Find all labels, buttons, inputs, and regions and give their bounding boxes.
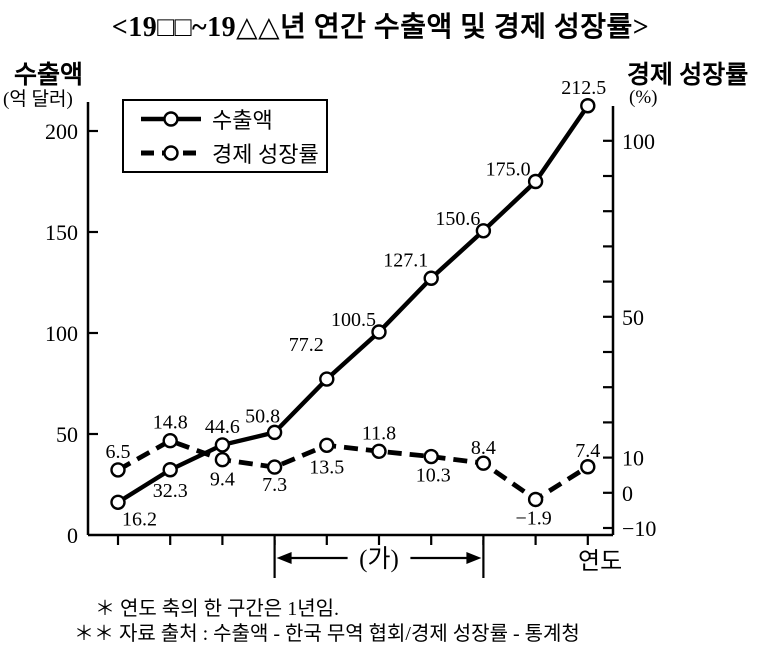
growth-point-marker <box>266 459 283 475</box>
left-axis-tick-label: 50 <box>56 422 78 447</box>
dashed-line-sample <box>141 145 201 161</box>
growth-data-label: 14.8 <box>153 412 188 434</box>
growth-data-label: 6.5 <box>106 441 131 463</box>
right-axis-tick-label: 50 <box>622 305 644 330</box>
exports-point-marker <box>580 98 596 114</box>
growth-point-marker <box>475 455 492 471</box>
legend-item-exports: 수출액 <box>140 103 326 135</box>
annotation-label: (가) <box>359 545 399 573</box>
exports-data-label: 150.6 <box>435 208 480 230</box>
exports-point-marker <box>214 437 231 453</box>
growth-point-marker <box>527 491 544 508</box>
exports-point-marker <box>319 371 335 387</box>
right-arrowhead-icon <box>466 552 482 564</box>
growth-data-label: 7.4 <box>575 440 600 462</box>
exports-data-label: 50.8 <box>245 405 280 427</box>
exports-point-marker <box>423 270 439 286</box>
exports-point-marker <box>110 494 126 510</box>
exports-point-marker <box>527 173 544 190</box>
exports-data-label: 212.5 <box>561 77 606 99</box>
right-axis-tick-label: −10 <box>622 516 656 541</box>
legend-label-exports: 수출액 <box>212 108 273 133</box>
growth-data-label: 10.3 <box>416 465 451 487</box>
growth-data-label: −1.9 <box>515 507 551 529</box>
exports-data-label: 77.2 <box>289 334 324 356</box>
exports-data-label: 127.1 <box>383 249 428 271</box>
left-axis-title: 수출액 <box>14 62 84 89</box>
circle-marker-icon <box>163 145 179 161</box>
footnote-1: ＊ 연도 축의 한 구간은 1년임. <box>95 598 339 620</box>
solid-line-sample <box>141 111 201 127</box>
exports-data-label: 32.3 <box>153 480 188 502</box>
right-axis-tick-label: 10 <box>622 446 644 471</box>
growth-line <box>116 438 590 503</box>
footnote-2: ＊＊ 자료 출처 : 수출액 - 한국 무역 협회/경제 성장률 - 통계청 <box>74 623 580 645</box>
growth-data-label: 7.3 <box>262 474 287 496</box>
exports-point-marker <box>371 324 387 340</box>
exports-point-marker <box>162 462 178 478</box>
exports-data-label: 175.0 <box>486 159 531 181</box>
left-arrowhead-icon <box>276 552 292 564</box>
left-axis-tick-label: 200 <box>45 119 78 144</box>
growth-point-marker <box>423 448 439 465</box>
right-axis-title: 경제 성장률 <box>627 62 749 89</box>
growth-point-marker <box>214 452 231 468</box>
left-axis-unit: (억 달러) <box>3 89 73 110</box>
growth-data-label: 8.4 <box>471 437 496 459</box>
growth-point-marker <box>371 443 387 459</box>
right-axis-tick-label: 100 <box>622 129 655 154</box>
x-axis-title: 연도 <box>578 549 623 575</box>
plot-area: 0 50 100 150 200 −10 0 10 50 100 (가) 16.2 32.3 44.6 50… <box>45 77 656 578</box>
right-axis-tick-label: 0 <box>622 481 633 506</box>
growth-data-label: 13.5 <box>309 456 344 478</box>
growth-data-label: 11.8 <box>362 422 396 444</box>
legend-label-growth: 경제 성장률 <box>212 142 319 167</box>
exports-point-marker <box>475 223 492 239</box>
left-axis-tick-label: 0 <box>67 523 78 548</box>
growth-point-marker <box>110 462 126 478</box>
left-axis-tick-label: 100 <box>45 321 78 346</box>
left-axis-tick-label: 150 <box>45 220 78 245</box>
growth-point-marker <box>319 437 335 453</box>
right-axis-unit: (%) <box>629 87 658 108</box>
exports-point-marker <box>266 424 283 441</box>
growth-data-label: 9.4 <box>210 469 235 491</box>
growth-point-marker <box>162 433 178 449</box>
growth-point-marker <box>580 459 596 475</box>
legend: 수출액 경제 성장률 <box>122 99 328 173</box>
exports-data-label: 100.5 <box>331 309 376 331</box>
exports-data-label: 44.6 <box>205 416 240 438</box>
exports-data-label: 16.2 <box>122 508 157 530</box>
circle-marker-icon <box>163 111 179 127</box>
page-title: <19□□~19△△년 연간 수출액 및 경제 성장률> <box>111 12 650 43</box>
legend-item-growth: 경제 성장률 <box>140 137 326 169</box>
exports-line <box>116 104 590 505</box>
